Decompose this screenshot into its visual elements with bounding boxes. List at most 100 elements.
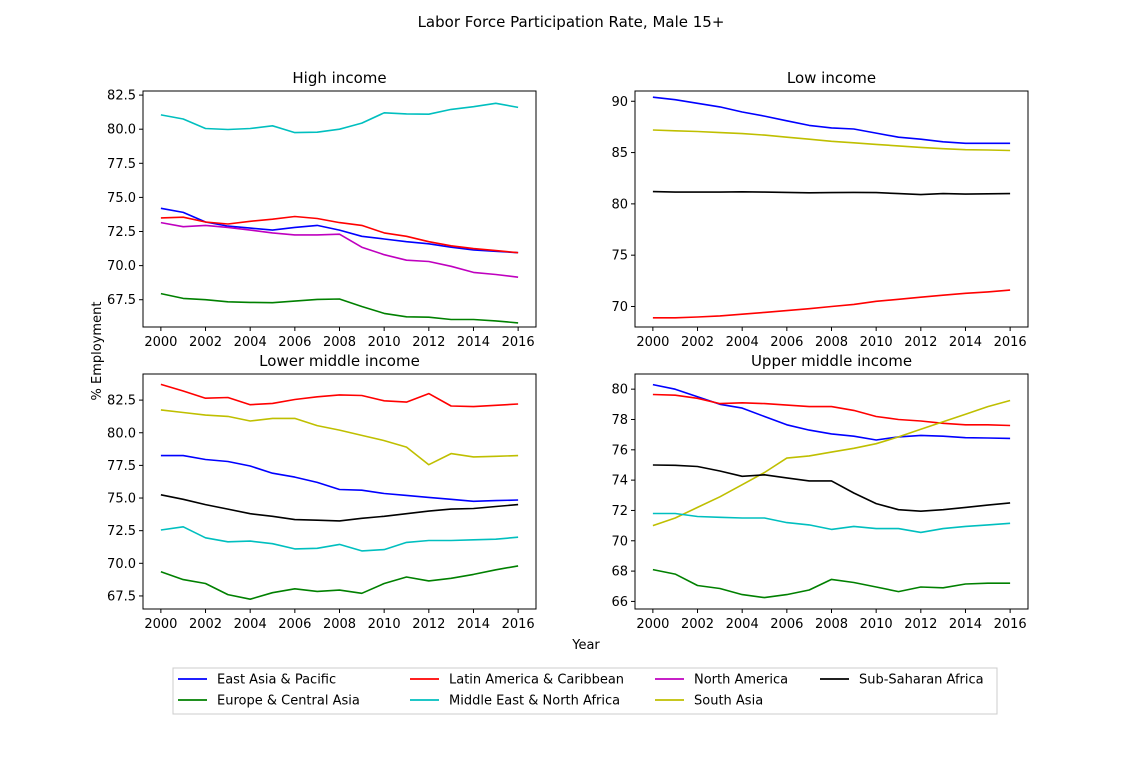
series-line-middle-east-north-africa (160, 525, 519, 552)
x-tick-label: 2016 (994, 335, 1027, 350)
subplot-title: Low income (787, 69, 876, 87)
legend-label: Europe & Central Asia (217, 694, 360, 709)
series-line-latin-america-caribbean (652, 393, 1011, 427)
legend-entry-latin-america-caribbean: Latin America & Caribbean (410, 673, 624, 688)
y-tick-label: 67.5 (107, 293, 136, 308)
y-tick-label: 67.5 (107, 589, 136, 604)
x-tick-label: 2008 (323, 335, 356, 350)
x-tick-label: 2012 (904, 335, 937, 350)
y-tick-label: 70.0 (107, 259, 136, 274)
legend-entry-south-asia: South Asia (655, 694, 763, 709)
legend-label: South Asia (694, 694, 763, 709)
legend-entry-east-asia-pacific: East Asia & Pacific (178, 673, 336, 688)
subplot-title: Upper middle income (751, 352, 912, 370)
y-tick-label: 80.0 (107, 123, 136, 138)
series-line-europe-central-asia (652, 568, 1011, 599)
legend-frame (172, 667, 998, 715)
series-line-east-asia-pacific (160, 454, 519, 503)
y-tick-label: 80.0 (107, 426, 136, 441)
y-tick-label: 78 (611, 413, 628, 428)
x-tick-label: 2014 (949, 617, 982, 632)
subplot-upper-middle-income: Upper middle income 2000 2002 2004 2006 2008 2… (611, 352, 1029, 632)
series-line-middle-east-north-africa (160, 102, 519, 134)
legend-label: Sub-Saharan Africa (859, 673, 984, 688)
x-tick-label: 2000 (144, 335, 177, 350)
x-tick-label: 2016 (502, 335, 535, 350)
y-tick-label: 82.5 (107, 89, 136, 104)
x-tick-label: 2012 (412, 617, 445, 632)
x-tick-label: 2000 (636, 335, 669, 350)
series-line-europe-central-asia (160, 292, 519, 324)
series-line-latin-america-caribbean (160, 383, 519, 408)
subplot-title: High income (292, 69, 386, 87)
x-tick-label: 2010 (368, 617, 401, 632)
y-tick-label: 85 (611, 146, 628, 161)
legend-label: Latin America & Caribbean (449, 673, 624, 688)
y-tick-label: 80 (611, 197, 628, 212)
x-tick-label: 2000 (144, 617, 177, 632)
y-tick-label: 90 (611, 95, 628, 110)
series-line-south-asia (652, 399, 1011, 527)
series-line-europe-central-asia (160, 565, 519, 601)
subplot-low-income: Low income 2000 2002 2004 2006 2008 2010 2012 20… (611, 69, 1029, 350)
y-tick-label: 72.5 (107, 524, 136, 539)
x-tick-label: 2002 (681, 617, 714, 632)
legend-label: East Asia & Pacific (217, 673, 336, 688)
x-axis-label: Year (571, 638, 600, 653)
x-tick-label: 2000 (636, 617, 669, 632)
axes-frame (634, 90, 1029, 328)
series-line-east-asia-pacific (652, 383, 1011, 441)
y-tick-label: 74 (611, 474, 628, 489)
series-line-south-asia (652, 129, 1011, 152)
series-line-middle-east-north-africa (652, 512, 1011, 534)
y-tick-label: 72 (611, 504, 628, 519)
y-tick-label: 75 (611, 249, 628, 264)
legend-label: Middle East & North Africa (449, 694, 620, 709)
x-tick-label: 2014 (457, 335, 490, 350)
subplots: High income 2000 2002 2004 2006 2008 2010 2012 2… (107, 69, 1029, 632)
series-line-sub-saharan-africa (652, 464, 1011, 513)
y-tick-label: 68 (611, 565, 628, 580)
figure-title: Labor Force Participation Rate, Male 15+ (418, 13, 725, 31)
series-line-sub-saharan-africa (652, 190, 1011, 196)
x-tick-label: 2006 (278, 617, 311, 632)
x-tick-label: 2002 (189, 617, 222, 632)
subplot-high-income: High income 2000 2002 2004 2006 2008 2010 2012 2… (107, 69, 537, 350)
legend-entry-sub-saharan-africa: Sub-Saharan Africa (820, 673, 984, 688)
y-tick-label: 77.5 (107, 157, 136, 172)
subplot-lower-middle-income: Lower middle income 2000 2002 2004 2006 2008 2… (107, 352, 537, 632)
series-line-south-asia (160, 409, 519, 466)
legend-entry-middle-east-north-africa: Middle East & North Africa (410, 694, 620, 709)
y-tick-label: 76 (611, 443, 628, 458)
y-tick-label: 70.0 (107, 557, 136, 572)
x-tick-label: 2012 (904, 617, 937, 632)
x-tick-label: 2010 (860, 617, 893, 632)
y-axis-label: % Employment (90, 302, 105, 401)
series-line-north-america (160, 221, 519, 278)
legend-label: North America (694, 673, 788, 688)
x-tick-label: 2004 (234, 335, 267, 350)
x-tick-label: 2016 (994, 617, 1027, 632)
x-tick-label: 2014 (949, 335, 982, 350)
axes-frame (634, 373, 1029, 610)
subplot-title: Lower middle income (259, 352, 420, 370)
y-tick-label: 75.0 (107, 492, 136, 507)
y-tick-label: 77.5 (107, 459, 136, 474)
x-tick-label: 2002 (681, 335, 714, 350)
x-tick-label: 2004 (726, 335, 759, 350)
x-tick-label: 2006 (770, 335, 803, 350)
x-tick-label: 2008 (815, 617, 848, 632)
series-line-east-asia-pacific (160, 207, 519, 254)
x-tick-label: 2004 (234, 617, 267, 632)
x-tick-label: 2006 (770, 617, 803, 632)
x-tick-label: 2008 (323, 617, 356, 632)
legend-entry-europe-central-asia: Europe & Central Asia (178, 694, 360, 709)
series-line-sub-saharan-africa (160, 494, 519, 522)
x-tick-label: 2010 (860, 335, 893, 350)
series-line-latin-america-caribbean (652, 289, 1011, 319)
legend: East Asia & Pacific Latin America & Carib… (172, 667, 998, 715)
y-tick-label: 75.0 (107, 191, 136, 206)
y-tick-label: 80 (611, 383, 628, 398)
y-tick-label: 82.5 (107, 394, 136, 409)
